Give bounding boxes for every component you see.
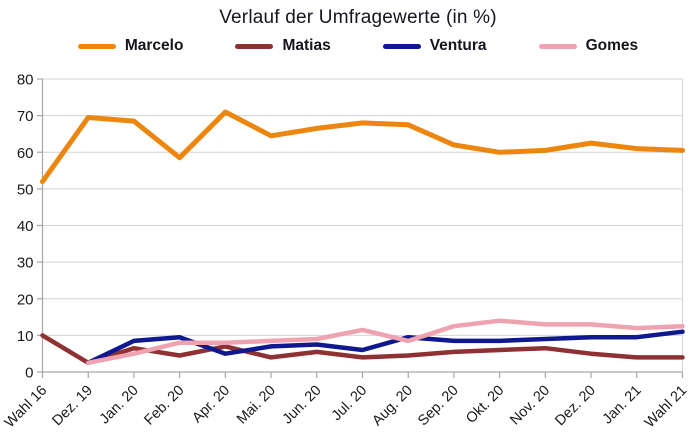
y-tick-label: 10 (17, 328, 34, 345)
legend-swatch-matias (235, 43, 274, 49)
series-line-ventura (85, 329, 685, 366)
legend-item-gomes: Gomes (538, 37, 639, 55)
y-tick-label: 70 (17, 108, 34, 125)
legend-label-matias: Matias (282, 37, 331, 54)
x-tick-label: Mai. 20 (234, 383, 279, 428)
x-tick-label: Jan. 20 (97, 383, 142, 428)
legend-item-marcelo: Marcelo (77, 37, 184, 55)
x-tick-label: Okt. 20 (463, 383, 507, 427)
series-line-marcelo (40, 109, 685, 185)
y-tick-label: 20 (17, 291, 34, 308)
x-tick-label: Aug. 20 (369, 383, 416, 430)
legend-label-ventura: Ventura (429, 37, 487, 54)
legend: Marcelo Matias Ventura Gomes (0, 37, 690, 55)
y-tick-label: 30 (17, 255, 34, 272)
x-tick-label: Sep. 20 (415, 383, 462, 430)
legend-label-marcelo: Marcelo (124, 37, 184, 54)
legend-item-ventura: Ventura (382, 37, 487, 55)
legend-swatch-gomes (538, 43, 577, 49)
legend-swatch-ventura (382, 43, 421, 49)
x-tick-label: Wahl 16 (2, 383, 51, 432)
chart-title: Verlauf der Umfragewerte (in %) (219, 7, 497, 28)
y-tick-label: 40 (17, 218, 34, 235)
x-tick-label: Jul. 20 (329, 383, 371, 425)
x-tick-label: Jun. 20 (280, 383, 325, 428)
series-line-gomes (85, 318, 685, 366)
legend-label-gomes: Gomes (585, 37, 639, 54)
y-tick-label: 60 (17, 145, 34, 162)
y-tick-label: 50 (17, 181, 34, 198)
y-tick-label: 80 (17, 72, 34, 89)
legend-swatch-marcelo (77, 43, 116, 49)
x-tick-label: Nov. 20 (507, 383, 553, 429)
x-tick-label: Jan. 21 (600, 383, 645, 428)
y-tick-label: 0 (25, 365, 33, 382)
x-tick-label: Apr. 20 (189, 383, 233, 427)
x-tick-label: Dez. 20 (552, 383, 599, 430)
legend-item-matias: Matias (235, 37, 331, 55)
x-tick-label: Dez. 19 (49, 383, 96, 430)
x-tick-label: Feb. 20 (141, 383, 187, 429)
x-tick-label: Wahl 21 (642, 383, 690, 432)
